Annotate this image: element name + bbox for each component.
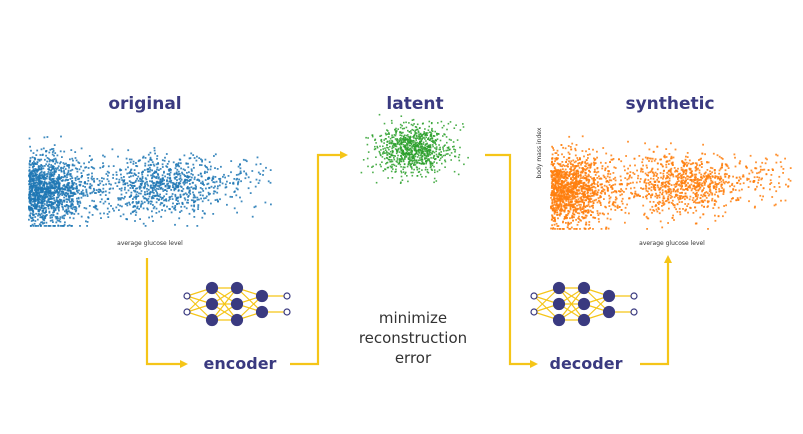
encoder-neural-network-icon xyxy=(183,281,291,327)
original-x-axis-label: average glucose level xyxy=(117,240,183,247)
synthetic-x-axis-label: average glucose level xyxy=(639,240,705,247)
arrow-original-to-encoder xyxy=(145,258,188,368)
arrow-encoder-to-latent xyxy=(290,151,348,366)
synthetic-title: synthetic xyxy=(625,94,714,114)
latent-title: latent xyxy=(386,94,443,114)
original-scatter xyxy=(28,135,272,227)
caption-line-1: minimize xyxy=(379,309,447,327)
caption-line-3: error xyxy=(395,349,432,367)
arrow-latent-to-decoder xyxy=(485,153,538,368)
decoder-label: decoder xyxy=(550,354,623,373)
latent-scatter xyxy=(360,113,469,184)
original-title: original xyxy=(108,94,181,114)
decoder-neural-network-icon xyxy=(530,281,638,327)
synthetic-scatter xyxy=(550,135,792,230)
encoder-label: encoder xyxy=(204,354,277,373)
arrow-decoder-to-synthetic xyxy=(640,255,672,366)
caption-line-2: reconstruction xyxy=(359,329,467,347)
synthetic-y-axis-label: body mass index xyxy=(536,127,543,178)
